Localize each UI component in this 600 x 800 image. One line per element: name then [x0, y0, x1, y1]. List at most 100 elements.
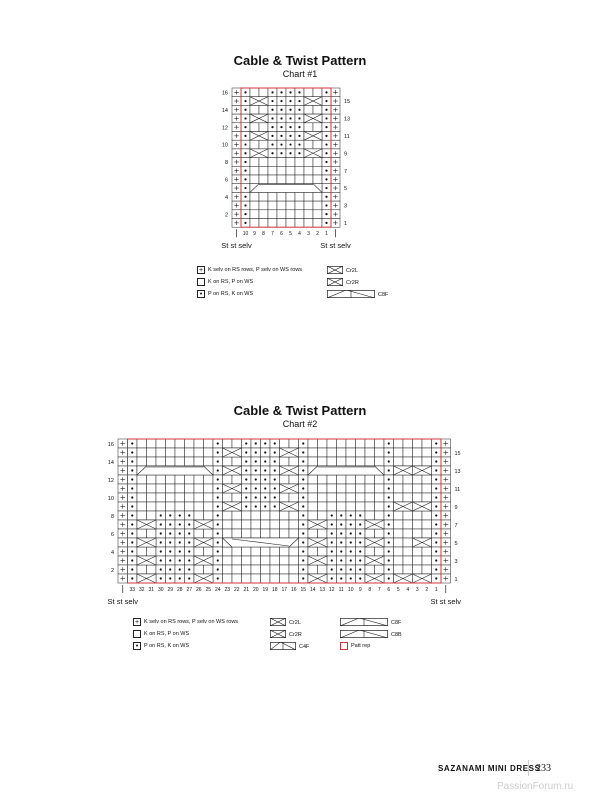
purl-dot: [245, 478, 248, 481]
chart-cell: [374, 492, 385, 503]
purl-dot: [178, 514, 181, 517]
chart-cell: [326, 501, 337, 512]
purl-dot: [330, 559, 333, 562]
column-label: 12: [329, 587, 335, 593]
purl-dot: [216, 550, 219, 553]
patt-rep-box: [127, 438, 442, 584]
purl-dot: [387, 442, 390, 445]
purl-dot: [131, 541, 134, 544]
chart-cell: [312, 192, 323, 202]
purl-dot: [298, 108, 301, 111]
legend-item: + K selv on RS rows, P selv on WS rows: [197, 266, 302, 274]
chart-cell: [165, 474, 176, 485]
chart-cell: [269, 519, 280, 530]
purl-dot: [216, 451, 219, 454]
cable-cross-line: [193, 573, 214, 584]
column-label: 5: [397, 587, 400, 593]
purl-dot: [330, 514, 333, 517]
purl-dot: [349, 523, 352, 526]
chart-cell: [288, 492, 299, 503]
purl-dot: [325, 160, 328, 164]
chart-cell: [203, 564, 214, 575]
purl-dot: [169, 577, 172, 580]
chart-cell: [421, 456, 432, 467]
purl-dot: [325, 134, 328, 137]
chart-cell: [317, 564, 328, 575]
chart-cell: [165, 456, 176, 467]
purl-dot: [330, 550, 333, 553]
row-label-left: 12: [108, 478, 114, 484]
chart-cell: [355, 456, 366, 467]
chart-cell: [412, 528, 423, 539]
legend-item: C4F: [269, 641, 309, 652]
cable-cross-line: [136, 573, 157, 584]
row-label-left: 10: [108, 496, 114, 502]
purl-dot: [244, 91, 247, 94]
column-label: 4: [406, 587, 409, 593]
chart-cell: [317, 456, 328, 467]
chart-cell: [165, 447, 176, 458]
chart-cell: [269, 510, 280, 521]
chart-cell: [203, 492, 214, 503]
purl-dot: [359, 577, 362, 580]
purl-dot: [435, 451, 438, 454]
purl-dot: [302, 523, 305, 526]
purl-dot: [387, 568, 390, 571]
chart-cell: [258, 157, 269, 167]
column-label: 10: [243, 231, 249, 237]
chart-cell: [336, 438, 347, 449]
cable-cross-line: [303, 113, 323, 124]
purl-dot: [244, 195, 247, 198]
purl-dot: [244, 160, 247, 164]
cable-cross-line: [222, 501, 242, 512]
chart-cell: [307, 483, 318, 494]
chart-cell: [355, 447, 366, 458]
column-label: 8: [262, 231, 265, 237]
chart-cell: [402, 456, 413, 467]
chart-cell: [303, 209, 314, 219]
chart-cell: [249, 218, 260, 228]
legend-label: K selv on RS rows, P selv on WS rows: [208, 267, 303, 273]
chart-cell: [267, 166, 278, 176]
chart-cell: [326, 456, 337, 467]
chart-cell: [155, 492, 166, 503]
purl-dot: [359, 514, 362, 517]
purl-dot: [302, 559, 305, 562]
purl-dot: [273, 487, 276, 490]
chart-cell: [421, 438, 432, 449]
row-label-left: 2: [225, 212, 228, 218]
chart-cell: [307, 546, 318, 557]
chart-cell: [326, 474, 337, 485]
purl-dot: [325, 117, 328, 120]
chart-cell: [155, 501, 166, 512]
purl-dot: [387, 523, 390, 526]
row-label-right: 5: [455, 541, 458, 547]
column-label: 33: [129, 587, 135, 593]
purl-dot: [264, 442, 267, 445]
chart-cell: [393, 483, 404, 494]
chart-cell: [222, 456, 233, 467]
chart-cell: [307, 474, 318, 485]
chart-cell: [193, 474, 204, 485]
purl-dot: [325, 126, 328, 129]
chart-cell: [279, 546, 290, 557]
row-label-right: 3: [344, 204, 347, 210]
row-label-left: 2: [111, 568, 114, 574]
c8-cable-icon: [339, 629, 389, 640]
cable-cross-line: [249, 96, 269, 106]
chart-cell: [336, 474, 347, 485]
cable-cross-line: [393, 465, 413, 476]
cable-symbol-C8F: [136, 465, 214, 476]
chart-cell: [402, 519, 413, 530]
chart-cell: [136, 456, 147, 467]
purl-dot: [435, 532, 438, 535]
chart-cell: [222, 564, 233, 575]
chart-cell: [231, 510, 242, 521]
purl-dot: [244, 143, 247, 146]
purl-dot: [340, 559, 343, 562]
chart-cell: [421, 474, 432, 485]
purl-dot: [254, 442, 257, 445]
purl-dot: [325, 204, 328, 207]
purl-dot: [188, 568, 191, 571]
